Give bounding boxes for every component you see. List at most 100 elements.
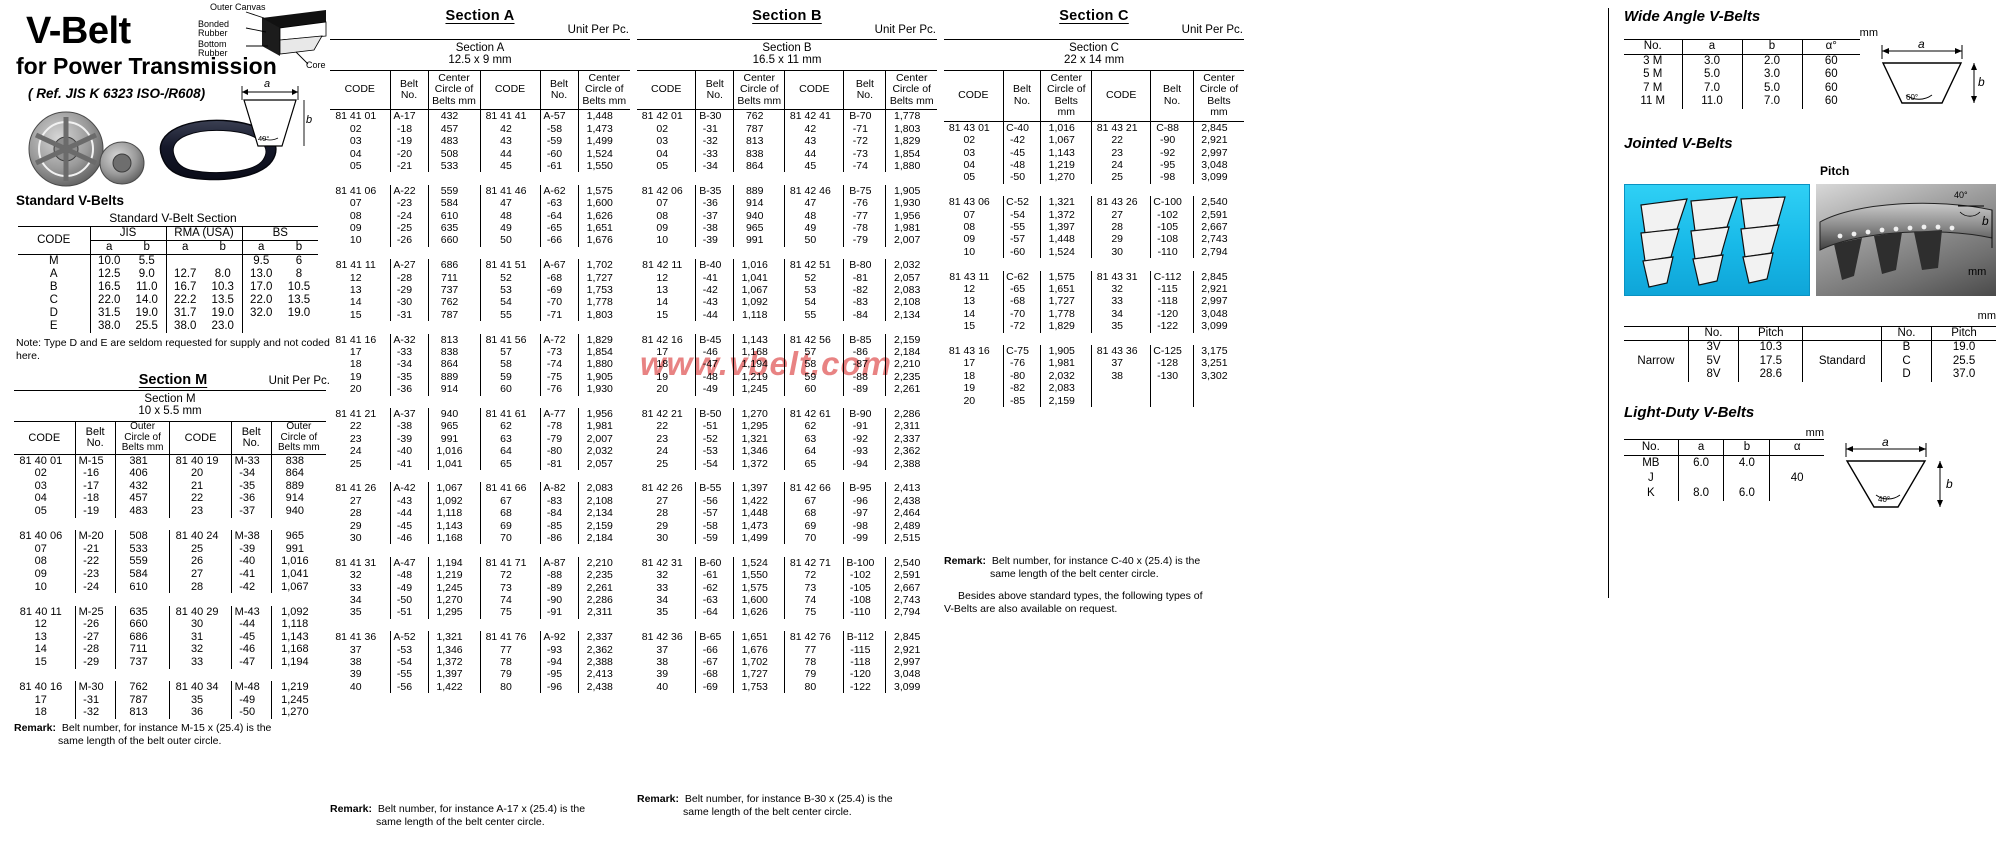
cell-code: 04 [637, 147, 697, 160]
cell-code: 43 [784, 135, 845, 148]
cell-beltno: C-100 [1150, 196, 1194, 209]
light-duty-unit: mm [1805, 426, 1824, 439]
cell-code: 32 [169, 643, 232, 657]
cell-code: 34 [330, 594, 391, 607]
th-a-circle-2: Center Circle of Belts mm [582, 71, 627, 107]
cell-code: 09 [330, 221, 391, 235]
cell-beltno: -47 [695, 358, 735, 371]
cell-code: 22 [1091, 134, 1152, 147]
belt-construction-diagram: Outer Canvas Bonded Rubber Bottom Rubber… [198, 2, 330, 81]
cell-circle: 2,083 [586, 482, 613, 495]
cell-circle: 1,829 [894, 135, 921, 148]
cell-beltno: -52 [695, 432, 735, 446]
cell-circle: 711 [428, 271, 481, 284]
standard-table-caption: Standard V-Belt Section [109, 211, 237, 226]
cell-circle: 1,219 [428, 569, 481, 582]
pitch-value: 28.6 [1738, 368, 1804, 382]
cell-beltno: -57 [695, 507, 735, 520]
cell-code: 07 [637, 197, 697, 210]
row-spacer [637, 470, 937, 482]
th-wa-alpha: α° [1825, 40, 1837, 52]
cell-beltno: B-90 [843, 408, 887, 421]
cell-circle: 2,362 [894, 445, 921, 458]
spacer-cell [330, 172, 630, 184]
cell-code: 60 [480, 383, 541, 396]
cell-circle: 1,397 [733, 482, 786, 495]
cell-circle: 1,753 [586, 283, 613, 296]
cell-circle: 1,092 [281, 605, 309, 618]
cell-beltno: -68 [695, 668, 735, 681]
section-m-unit: Unit Per Pc. [268, 374, 330, 387]
cell-code: 81 41 66 [480, 482, 541, 495]
table-row: 07 -54 1,372 27 -102 2,591 [944, 208, 1244, 222]
cell-code: 81 42 36 [637, 631, 697, 644]
std-bs-a: 32.0 [250, 307, 273, 320]
cell-code: 53 [480, 283, 541, 297]
cell-beltno: -85 [1003, 394, 1042, 408]
th-bs-b: b [295, 241, 303, 254]
cell-code: 15 [330, 308, 391, 322]
section-c-table: Section C 22 x 14 mm CODE Belt No. Center… [944, 39, 1244, 408]
cell-code: 08 [944, 221, 1004, 234]
table-row: 3 M 3.0 2.0 60 [1624, 54, 1860, 68]
cell-beltno: -25 [390, 221, 429, 235]
cell-beltno: -22 [75, 555, 116, 568]
ld-alpha: 40 [1790, 471, 1804, 484]
cell-code: 68 [784, 507, 845, 520]
cell-circle: 1,880 [586, 358, 613, 371]
spacer-cell [944, 184, 1244, 196]
cell-code: 44 [784, 147, 845, 160]
cell-circle: 1,016 [733, 259, 786, 272]
th-m-beltno-2: Belt No. [231, 421, 272, 455]
cell-code: 27 [637, 494, 697, 508]
cell-circle: 2,743 [894, 594, 921, 607]
table-row: K 8.0 6.0 [1624, 485, 1824, 501]
cell-beltno: -77 [843, 209, 887, 222]
table-row: 81 42 11 B-40 1,016 81 42 51 B-80 2,032 [637, 259, 937, 272]
cell-code: 20 [169, 467, 232, 480]
cell-beltno: -92 [1150, 146, 1194, 160]
cell-beltno: -120 [1150, 307, 1194, 321]
cell-beltno: -50 [390, 594, 429, 607]
cell-circle: 2,794 [894, 606, 921, 619]
cell-beltno: -29 [390, 283, 429, 297]
std-rma-a: 22.2 [174, 294, 197, 307]
cell-circle: 2,464 [894, 507, 921, 520]
cell-code: 03 [637, 135, 697, 148]
cell-code: 63 [480, 432, 541, 446]
cell-beltno: -84 [843, 308, 887, 322]
cell-beltno: -83 [843, 296, 887, 309]
cell-code: 24 [330, 445, 391, 458]
cell-code: 04 [944, 159, 1004, 172]
cell-code: 05 [330, 159, 391, 173]
table-row: 38 -54 1,372 78 -94 2,388 [330, 656, 630, 669]
cell-circle: 1,143 [1040, 146, 1093, 160]
cell-beltno: B-40 [695, 259, 735, 272]
cell-code: 81 41 21 [330, 408, 391, 421]
standard-label: Standard [1802, 340, 1882, 382]
cell-code: 10 [637, 234, 697, 247]
cell-circle: 2,286 [586, 594, 613, 607]
cell-circle: 1,270 [1040, 171, 1093, 184]
cell-code: 81 42 66 [784, 482, 845, 495]
cell-beltno: -110 [1150, 245, 1194, 259]
jointed-label-mm: mm [1968, 265, 1987, 278]
cell-circle: 1,448 [1040, 233, 1093, 246]
table-row: 34 -50 1,270 74 -90 2,286 [330, 594, 630, 607]
cell-circle: 1,651 [733, 631, 786, 644]
cell-code: 81 43 01 [944, 121, 1004, 135]
cell-code: 81 40 34 [169, 681, 232, 694]
cell-beltno: -61 [540, 159, 579, 173]
cell-beltno: -47 [231, 656, 272, 669]
cell-circle: 1,753 [733, 680, 786, 694]
cell-circle: 2,845 [1201, 121, 1228, 134]
cell-circle: 483 [115, 504, 171, 518]
cell-circle: 1,930 [894, 197, 921, 210]
row-spacer [637, 172, 937, 184]
table-row: MB 6.0 4.0 40 [1624, 455, 1824, 484]
cell-code: 81 41 26 [330, 482, 391, 495]
cell-circle: 1,168 [281, 643, 309, 656]
wa-label-a: a [1918, 37, 1925, 51]
row-spacer [944, 184, 1244, 196]
cell-circle: 864 [285, 467, 305, 480]
